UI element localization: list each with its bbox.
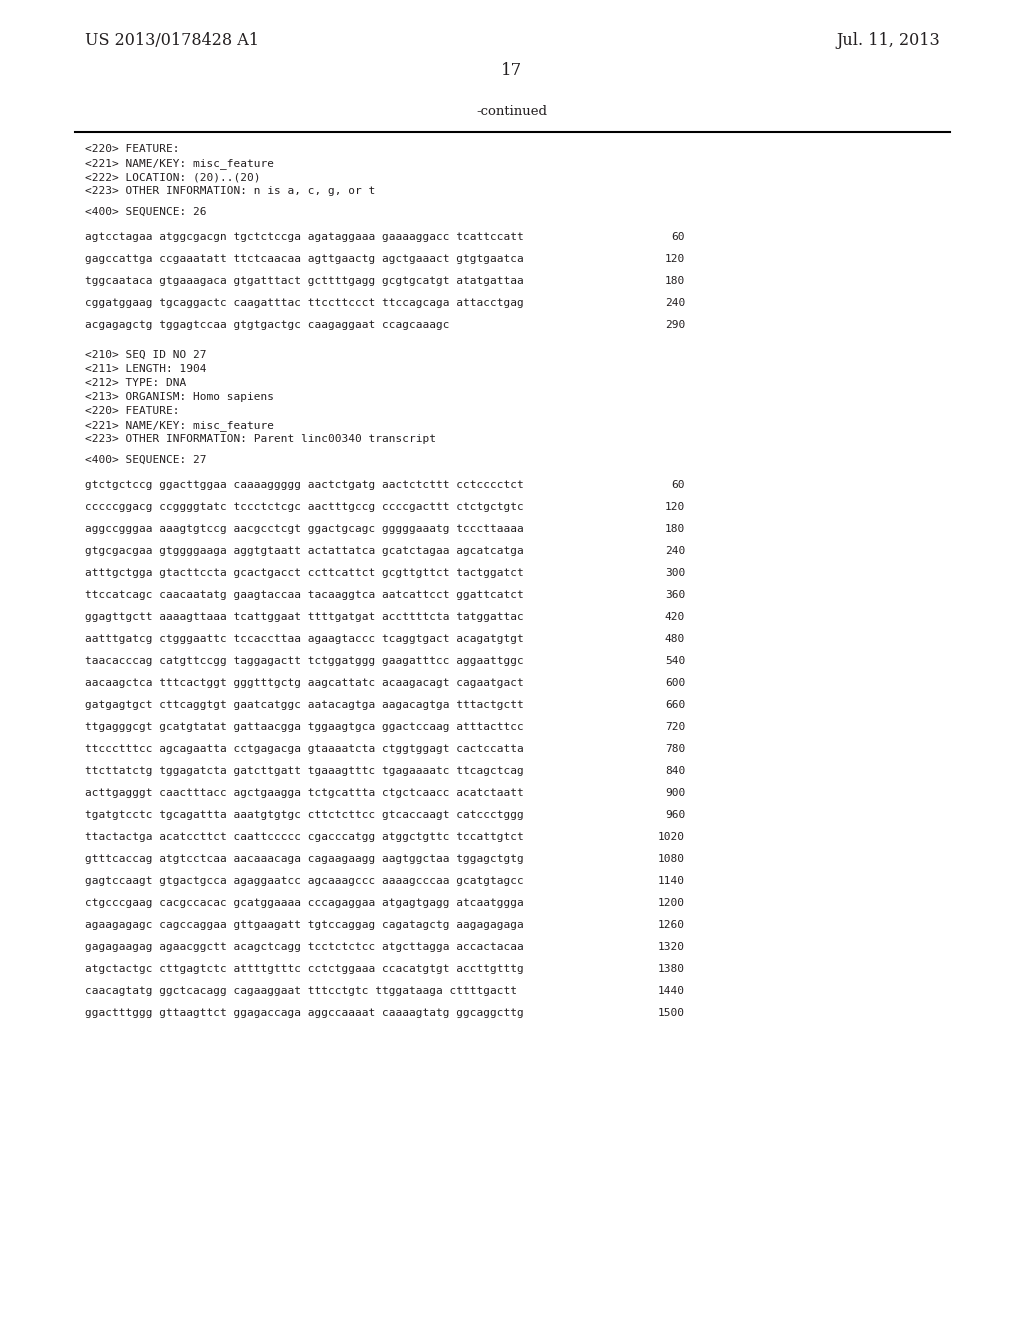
- Text: 300: 300: [665, 568, 685, 578]
- Text: gagagaagag agaacggctt acagctcagg tcctctctcc atgcttagga accactacaa: gagagaagag agaacggctt acagctcagg tcctctc…: [85, 942, 523, 952]
- Text: ttccctttcc agcagaatta cctgagacga gtaaaatcta ctggtggagt cactccatta: ttccctttcc agcagaatta cctgagacga gtaaaat…: [85, 744, 523, 754]
- Text: 1140: 1140: [658, 876, 685, 886]
- Text: ttgagggcgt gcatgtatat gattaacgga tggaagtgca ggactccaag atttacttcc: ttgagggcgt gcatgtatat gattaacgga tggaagt…: [85, 722, 523, 733]
- Text: 1020: 1020: [658, 832, 685, 842]
- Text: 420: 420: [665, 612, 685, 622]
- Text: -continued: -continued: [476, 106, 548, 117]
- Text: aacaagctca tttcactggt gggtttgctg aagcattatc acaagacagt cagaatgact: aacaagctca tttcactggt gggtttgctg aagcatt…: [85, 678, 523, 688]
- Text: <210> SEQ ID NO 27: <210> SEQ ID NO 27: [85, 350, 207, 360]
- Text: atgctactgc cttgagtctc attttgtttc cctctggaaa ccacatgtgt accttgtttg: atgctactgc cttgagtctc attttgtttc cctctgg…: [85, 964, 523, 974]
- Text: <221> NAME/KEY: misc_feature: <221> NAME/KEY: misc_feature: [85, 420, 274, 430]
- Text: gtttcaccag atgtcctcaa aacaaacaga cagaagaagg aagtggctaa tggagctgtg: gtttcaccag atgtcctcaa aacaaacaga cagaaga…: [85, 854, 523, 865]
- Text: tggcaataca gtgaaagaca gtgatttact gcttttgagg gcgtgcatgt atatgattaa: tggcaataca gtgaaagaca gtgatttact gcttttg…: [85, 276, 523, 286]
- Text: atttgctgga gtacttccta gcactgacct ccttcattct gcgttgttct tactggatct: atttgctgga gtacttccta gcactgacct ccttcat…: [85, 568, 523, 578]
- Text: tgatgtcctc tgcagattta aaatgtgtgc cttctcttcc gtcaccaagt catccctggg: tgatgtcctc tgcagattta aaatgtgtgc cttctct…: [85, 810, 523, 820]
- Text: gtctgctccg ggacttggaa caaaaggggg aactctgatg aactctcttt cctcccctct: gtctgctccg ggacttggaa caaaaggggg aactctg…: [85, 480, 523, 490]
- Text: 780: 780: [665, 744, 685, 754]
- Text: caacagtatg ggctcacagg cagaaggaat tttcctgtc ttggataaga cttttgactt: caacagtatg ggctcacagg cagaaggaat tttcctg…: [85, 986, 517, 997]
- Text: 840: 840: [665, 766, 685, 776]
- Text: 540: 540: [665, 656, 685, 667]
- Text: ttccatcagc caacaatatg gaagtaccaa tacaaggtca aatcattcct ggattcatct: ttccatcagc caacaatatg gaagtaccaa tacaagg…: [85, 590, 523, 601]
- Text: 1320: 1320: [658, 942, 685, 952]
- Text: 60: 60: [672, 480, 685, 490]
- Text: 60: 60: [672, 232, 685, 242]
- Text: Jul. 11, 2013: Jul. 11, 2013: [837, 32, 940, 49]
- Text: <221> NAME/KEY: misc_feature: <221> NAME/KEY: misc_feature: [85, 158, 274, 169]
- Text: 1080: 1080: [658, 854, 685, 865]
- Text: 660: 660: [665, 700, 685, 710]
- Text: ttcttatctg tggagatcta gatcttgatt tgaaagtttc tgagaaaatc ttcagctcag: ttcttatctg tggagatcta gatcttgatt tgaaagt…: [85, 766, 523, 776]
- Text: ctgcccgaag cacgccacac gcatggaaaa cccagaggaa atgagtgagg atcaatggga: ctgcccgaag cacgccacac gcatggaaaa cccagag…: [85, 898, 523, 908]
- Text: ttactactga acatccttct caattccccc cgacccatgg atggctgttc tccattgtct: ttactactga acatccttct caattccccc cgaccca…: [85, 832, 523, 842]
- Text: acgagagctg tggagtccaa gtgtgactgc caagaggaat ccagcaaagc: acgagagctg tggagtccaa gtgtgactgc caagagg…: [85, 319, 450, 330]
- Text: 180: 180: [665, 524, 685, 535]
- Text: <220> FEATURE:: <220> FEATURE:: [85, 407, 179, 416]
- Text: gtgcgacgaa gtggggaaga aggtgtaatt actattatca gcatctagaa agcatcatga: gtgcgacgaa gtggggaaga aggtgtaatt actatta…: [85, 546, 523, 556]
- Text: 1500: 1500: [658, 1008, 685, 1018]
- Text: agtcctagaa atggcgacgn tgctctccga agataggaaa gaaaaggacc tcattccatt: agtcctagaa atggcgacgn tgctctccga agatagg…: [85, 232, 523, 242]
- Text: 960: 960: [665, 810, 685, 820]
- Text: ggagttgctt aaaagttaaa tcattggaat ttttgatgat accttttcta tatggattac: ggagttgctt aaaagttaaa tcattggaat ttttgat…: [85, 612, 523, 622]
- Text: 480: 480: [665, 634, 685, 644]
- Text: 600: 600: [665, 678, 685, 688]
- Text: cggatggaag tgcaggactc caagatttac ttccttccct ttccagcaga attacctgag: cggatggaag tgcaggactc caagatttac ttccttc…: [85, 298, 523, 308]
- Text: 240: 240: [665, 546, 685, 556]
- Text: agaagagagc cagccaggaa gttgaagatt tgtccaggag cagatagctg aagagagaga: agaagagagc cagccaggaa gttgaagatt tgtccag…: [85, 920, 523, 931]
- Text: <211> LENGTH: 1904: <211> LENGTH: 1904: [85, 364, 207, 374]
- Text: 1380: 1380: [658, 964, 685, 974]
- Text: <212> TYPE: DNA: <212> TYPE: DNA: [85, 378, 186, 388]
- Text: ggactttggg gttaagttct ggagaccaga aggccaaaat caaaagtatg ggcaggcttg: ggactttggg gttaagttct ggagaccaga aggccaa…: [85, 1008, 523, 1018]
- Text: US 2013/0178428 A1: US 2013/0178428 A1: [85, 32, 259, 49]
- Text: 290: 290: [665, 319, 685, 330]
- Text: <400> SEQUENCE: 27: <400> SEQUENCE: 27: [85, 455, 207, 465]
- Text: <400> SEQUENCE: 26: <400> SEQUENCE: 26: [85, 207, 207, 216]
- Text: 180: 180: [665, 276, 685, 286]
- Text: gatgagtgct cttcaggtgt gaatcatggc aatacagtga aagacagtga tttactgctt: gatgagtgct cttcaggtgt gaatcatggc aatacag…: [85, 700, 523, 710]
- Text: aggccgggaa aaagtgtccg aacgcctcgt ggactgcagc gggggaaatg tcccttaaaa: aggccgggaa aaagtgtccg aacgcctcgt ggactgc…: [85, 524, 523, 535]
- Text: 240: 240: [665, 298, 685, 308]
- Text: aatttgatcg ctgggaattc tccaccttaa agaagtaccc tcaggtgact acagatgtgt: aatttgatcg ctgggaattc tccaccttaa agaagta…: [85, 634, 523, 644]
- Text: 1200: 1200: [658, 898, 685, 908]
- Text: 17: 17: [502, 62, 522, 79]
- Text: 1440: 1440: [658, 986, 685, 997]
- Text: gagccattga ccgaaatatt ttctcaacaa agttgaactg agctgaaact gtgtgaatca: gagccattga ccgaaatatt ttctcaacaa agttgaa…: [85, 253, 523, 264]
- Text: cccccggacg ccggggtatc tccctctcgc aactttgccg ccccgacttt ctctgctgtc: cccccggacg ccggggtatc tccctctcgc aactttg…: [85, 502, 523, 512]
- Text: 1260: 1260: [658, 920, 685, 931]
- Text: 900: 900: [665, 788, 685, 799]
- Text: gagtccaagt gtgactgcca agaggaatcc agcaaagccc aaaagcccaa gcatgtagcc: gagtccaagt gtgactgcca agaggaatcc agcaaag…: [85, 876, 523, 886]
- Text: <223> OTHER INFORMATION: Parent linc00340 transcript: <223> OTHER INFORMATION: Parent linc0034…: [85, 434, 436, 444]
- Text: taacacccag catgttccgg taggagactt tctggatggg gaagatttcc aggaattggc: taacacccag catgttccgg taggagactt tctggat…: [85, 656, 523, 667]
- Text: <213> ORGANISM: Homo sapiens: <213> ORGANISM: Homo sapiens: [85, 392, 274, 403]
- Text: 720: 720: [665, 722, 685, 733]
- Text: 360: 360: [665, 590, 685, 601]
- Text: 120: 120: [665, 502, 685, 512]
- Text: <222> LOCATION: (20)..(20): <222> LOCATION: (20)..(20): [85, 172, 260, 182]
- Text: acttgagggt caactttacc agctgaagga tctgcattta ctgctcaacc acatctaatt: acttgagggt caactttacc agctgaagga tctgcat…: [85, 788, 523, 799]
- Text: <220> FEATURE:: <220> FEATURE:: [85, 144, 179, 154]
- Text: 120: 120: [665, 253, 685, 264]
- Text: <223> OTHER INFORMATION: n is a, c, g, or t: <223> OTHER INFORMATION: n is a, c, g, o…: [85, 186, 375, 195]
